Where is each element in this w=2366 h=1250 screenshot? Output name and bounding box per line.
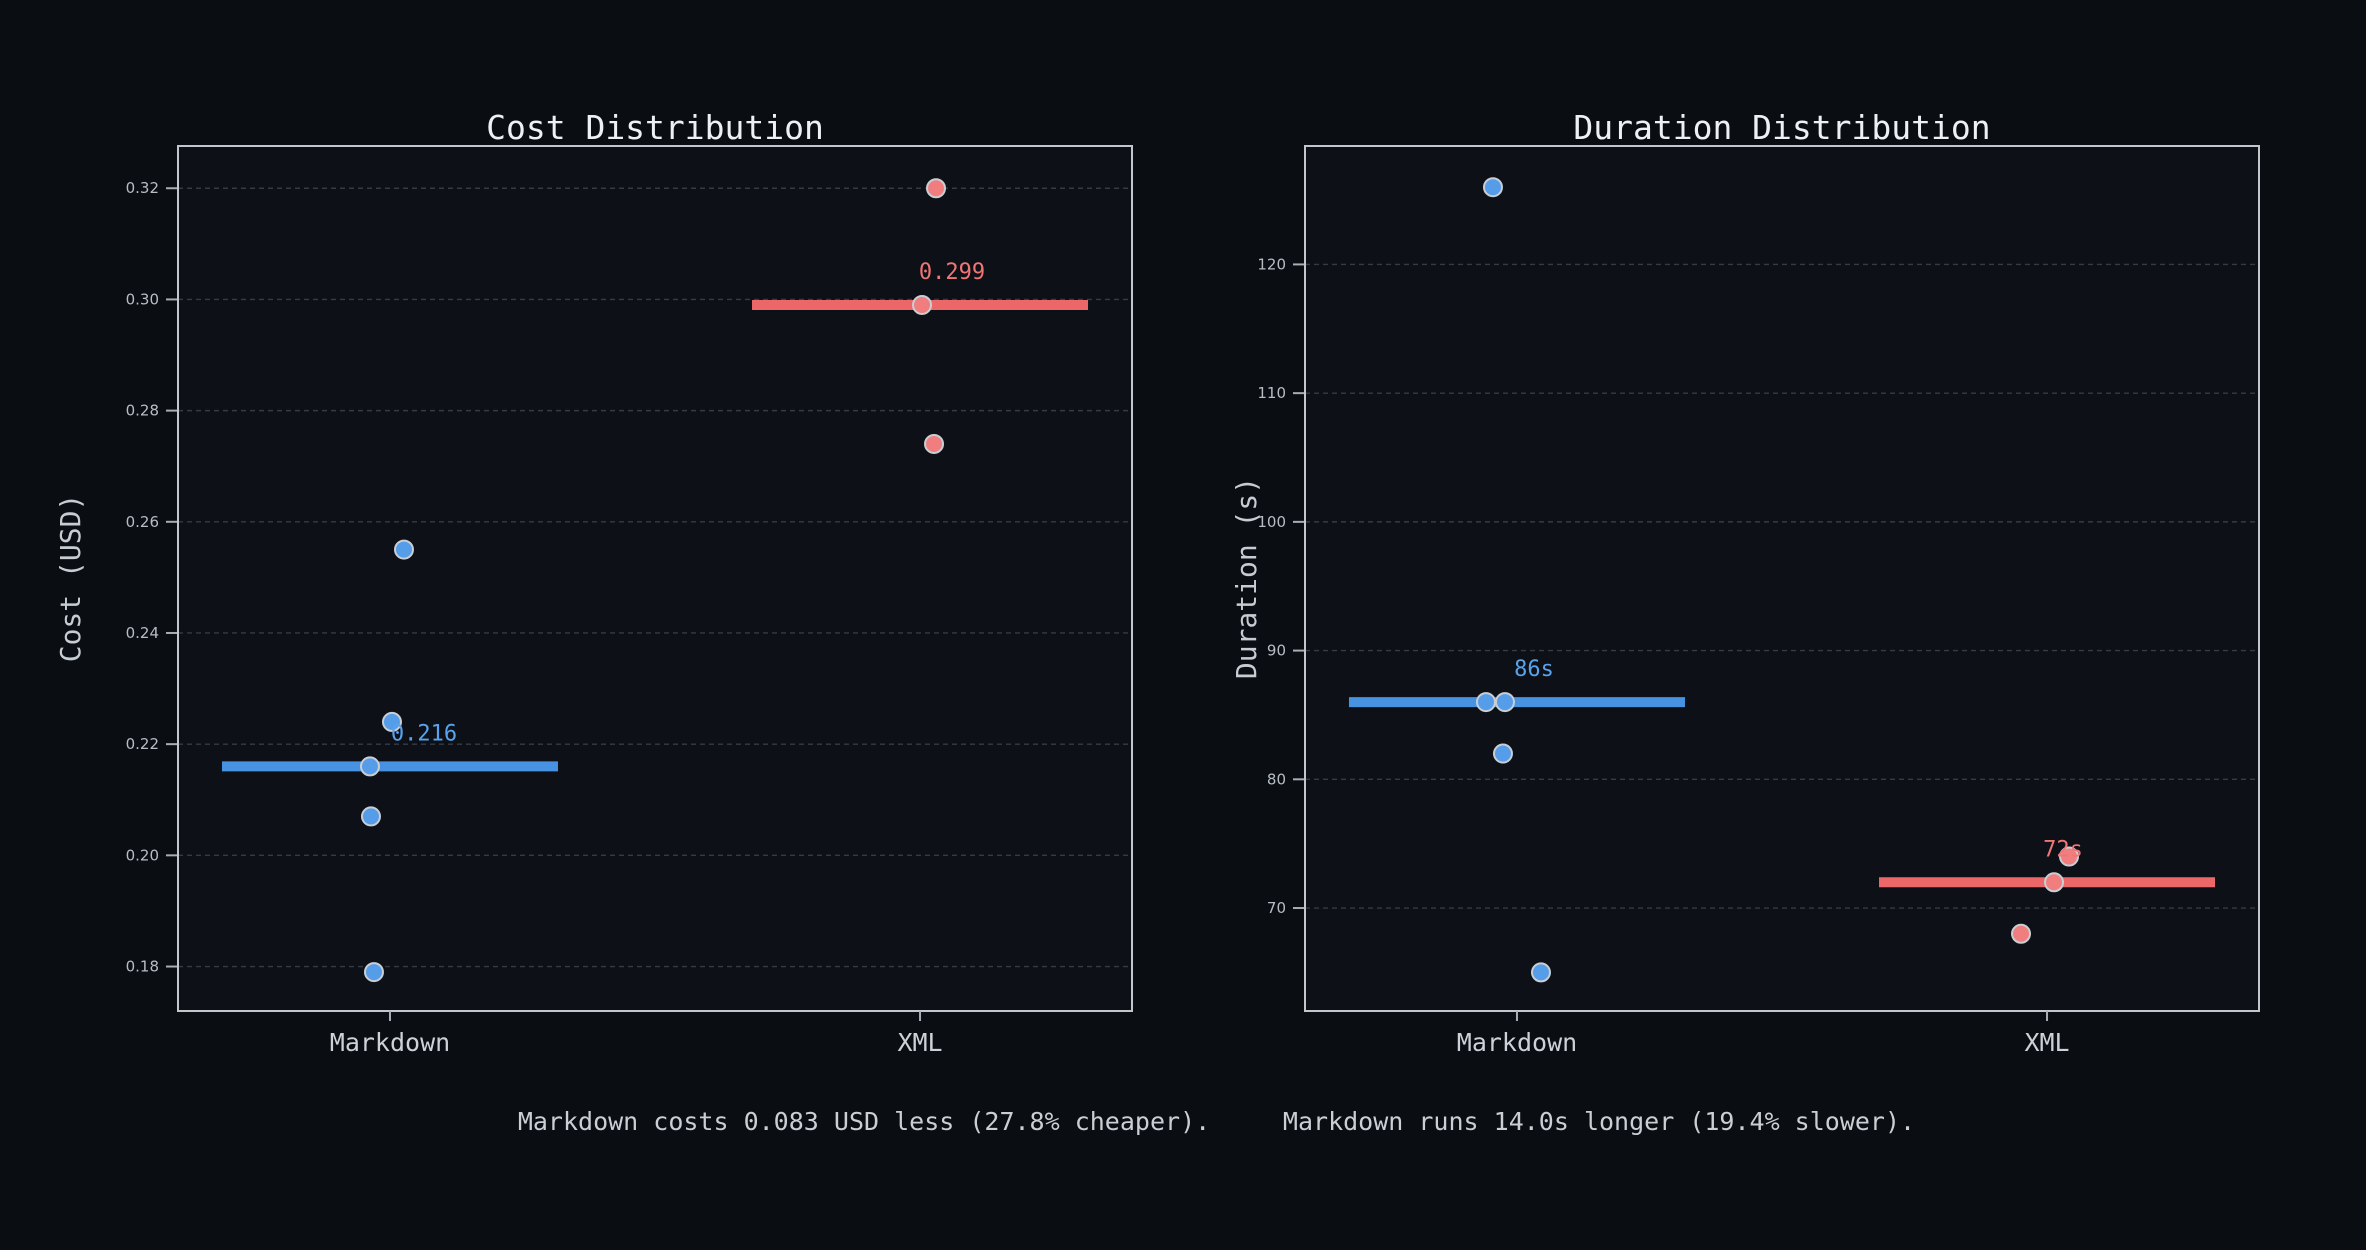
y-tick-label: 0.22 [126, 735, 159, 753]
y-tick-label: 100 [1257, 513, 1286, 531]
x-tick-label: Markdown [1457, 1028, 1577, 1057]
cost-y-axis-label: Cost (USD) [54, 494, 87, 663]
data-point-markdown [359, 756, 380, 777]
y-tick-label: 0.30 [126, 290, 159, 308]
data-point-xml [2059, 846, 2080, 867]
data-point-xml [924, 433, 945, 454]
x-tick-label: XML [897, 1028, 942, 1057]
duration-summary-text: Markdown runs 14.0s longer (19.4% slower… [1283, 1107, 1915, 1136]
y-tick-label: 0.18 [126, 958, 159, 976]
data-point-markdown [363, 962, 384, 983]
data-point-markdown [1482, 177, 1503, 198]
y-tick-label: 90 [1267, 642, 1286, 660]
median-value-label: 0.299 [919, 260, 985, 285]
data-point-markdown [360, 806, 381, 827]
data-point-xml [926, 178, 947, 199]
data-point-markdown [393, 539, 414, 560]
x-tick-label: Markdown [330, 1028, 450, 1057]
plot-area [178, 146, 1132, 1011]
median-value-label: 0.216 [391, 721, 457, 746]
data-point-xml [2044, 872, 2065, 893]
y-tick-label: 80 [1267, 770, 1286, 788]
y-tick-label: 0.26 [126, 513, 159, 531]
cost-summary-text: Markdown costs 0.083 USD less (27.8% che… [518, 1107, 1210, 1136]
y-tick-label: 0.32 [126, 179, 159, 197]
duration-y-axis-label: Duration (s) [1230, 477, 1263, 679]
axes-1: 70 80 90 100 110 120 Markdown XML 86s 72s [1257, 145, 2260, 1057]
data-point-markdown [1530, 962, 1551, 983]
y-tick-label: 120 [1257, 255, 1286, 273]
y-tick-label: 0.20 [126, 846, 159, 864]
y-tick-label: 0.28 [126, 402, 159, 420]
plot-area [1305, 146, 2259, 1011]
axes-0: 0.18 0.20 0.22 0.24 0.26 0.28 0.30 0.32 Markdown… [126, 145, 1133, 1057]
x-tick-label: XML [2024, 1028, 2069, 1057]
y-tick-label: 70 [1267, 899, 1286, 917]
cost-chart-title: Cost Distribution [486, 108, 824, 147]
data-point-markdown [1492, 743, 1513, 764]
y-tick-label: 110 [1257, 384, 1286, 402]
data-point-markdown [1475, 692, 1496, 713]
data-point-markdown [381, 711, 402, 732]
data-point-xml [912, 294, 933, 315]
axes-frame [177, 145, 1133, 1012]
duration-chart-title: Duration Distribution [1573, 108, 1990, 147]
axes-layer: 0.18 0.20 0.22 0.24 0.26 0.28 0.30 0.32 Markdown… [126, 145, 2260, 1057]
median-value-label: 72s [2043, 837, 2083, 862]
data-point-markdown [1494, 692, 1515, 713]
data-point-xml [2011, 923, 2032, 944]
median-value-label: 86s [1514, 657, 1554, 682]
y-tick-label: 0.24 [126, 624, 159, 642]
axes-frame [1304, 145, 2260, 1012]
